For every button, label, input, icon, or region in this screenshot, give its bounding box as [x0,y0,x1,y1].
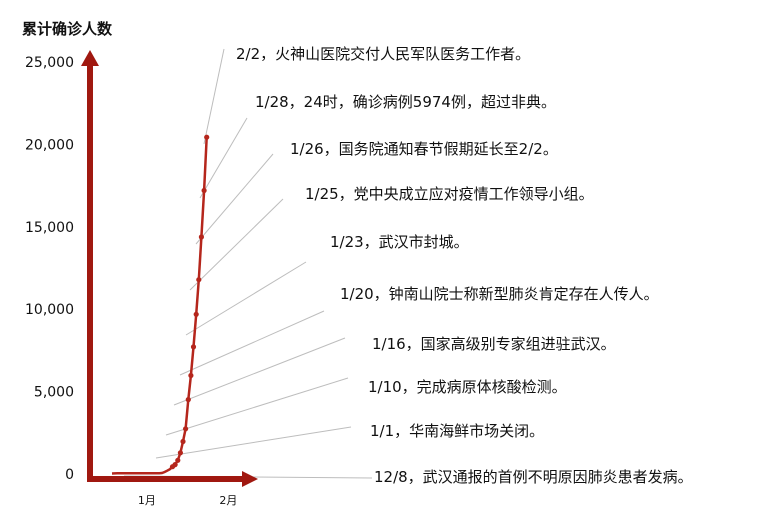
series-line [111,137,208,475]
annotation-leader-line [195,153,274,245]
data-point [201,187,207,194]
y-axis-line [87,62,93,481]
data-point [196,277,202,283]
annotation-leader-line [185,261,307,336]
annotation-leader-line [199,117,248,199]
annotation-label: 1/26，国务院通知春节假期延长至2/2。 [290,140,558,158]
annotation-leader-line [173,337,346,406]
annotation-leader-line [165,377,349,436]
annotation-leader-line [189,198,284,291]
annotation-label: 1/10，完成病原体核酸检测。 [368,378,567,396]
annotation-label: 1/16，国家高级别专家组进驻武汉。 [372,335,616,353]
data-point [172,462,178,468]
y-tick-label: 10,000 [25,302,74,318]
annotation-label: 12/8，武汉通报的首例不明原因肺炎患者发病。 [374,468,693,486]
data-point [190,344,197,350]
data-point [204,134,210,140]
x-tick-label: 1月 [138,494,156,507]
y-tick-label: 0 [65,467,74,483]
x-axis-arrow [242,471,258,487]
y-tick-label: 25,000 [25,55,74,71]
y-tick-label: 20,000 [25,137,74,153]
annotation-label: 1/25，党中央成立应对疫情工作领导小组。 [305,185,594,203]
annotation-label: 1/28，24时，确诊病例5974例，超过非典。 [255,93,556,111]
annotation-label: 2/2，火神山医院交付人民军队医务工作者。 [236,45,530,63]
data-point [183,426,189,432]
annotation-leader-line [179,310,325,376]
data-point [198,234,204,240]
annotation-leader-line [203,48,225,145]
x-axis-line [87,476,242,482]
x-tick-label: 2月 [219,494,237,507]
annotation-leader-line [155,426,352,459]
chart-title: 累计确诊人数 [22,20,113,38]
data-point [180,438,186,445]
annotation-label: 1/20，钟南山院士称新型肺炎肯定存在人传人。 [340,285,659,303]
data-point [175,457,181,463]
data-point [188,372,194,379]
y-tick-label: 5,000 [34,385,74,401]
data-point [177,450,183,456]
data-point [193,311,199,317]
annotation-label: 1/23，武汉市封城。 [330,233,469,251]
data-point [185,397,191,403]
y-tick-label: 15,000 [25,220,74,236]
annotation-label: 1/1，华南海鲜市场关闭。 [370,422,544,440]
y-axis-arrow [81,50,99,66]
